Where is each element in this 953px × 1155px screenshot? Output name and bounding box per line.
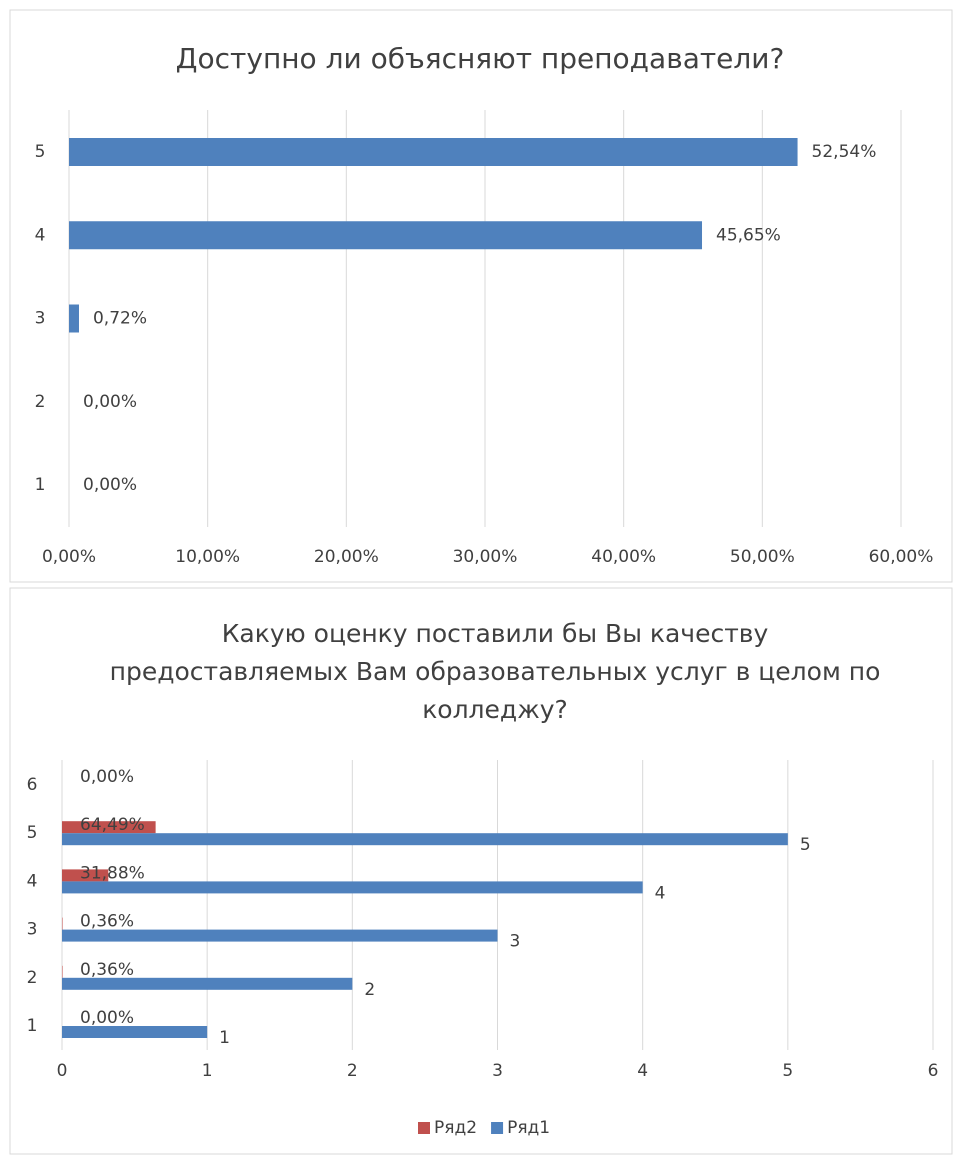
chart-title: Доступно ли объясняют преподаватели?	[175, 42, 785, 75]
x-tick-label: 0	[57, 1061, 68, 1081]
y-tick-label: 1	[35, 475, 46, 495]
x-tick-label: 2	[347, 1061, 358, 1081]
x-tick-label: 3	[492, 1061, 503, 1081]
data-label: 3	[510, 932, 521, 952]
legend-label: Ряд1	[507, 1118, 550, 1138]
bar	[69, 221, 703, 250]
x-tick-label: 1	[202, 1061, 213, 1081]
data-label: 0,72%	[93, 309, 147, 329]
bar	[62, 1026, 208, 1038]
data-label: 0,00%	[83, 475, 137, 495]
x-tick-label: 5	[782, 1061, 793, 1081]
data-label: 31,88%	[80, 863, 145, 883]
legend-swatch	[418, 1122, 430, 1134]
bar	[62, 833, 788, 846]
data-label: 52,54%	[812, 142, 877, 162]
y-tick-label: 1	[27, 1016, 38, 1036]
x-tick-label: 10,00%	[175, 547, 240, 567]
y-tick-label: 6	[27, 775, 38, 795]
y-tick-label: 4	[35, 225, 46, 245]
bar	[62, 881, 643, 894]
y-tick-label: 5	[27, 823, 38, 843]
data-label: 0,00%	[80, 767, 134, 787]
data-label: 5	[800, 835, 811, 855]
data-label: 0,00%	[83, 392, 137, 412]
y-tick-label: 4	[27, 871, 38, 891]
bar	[69, 304, 79, 333]
x-tick-label: 4	[637, 1061, 648, 1081]
bar	[62, 965, 63, 978]
data-label: 1	[219, 1028, 230, 1048]
chart-border	[9, 9, 953, 583]
x-tick-label: 20,00%	[314, 547, 379, 567]
x-tick-label: 50,00%	[730, 547, 795, 567]
chart-border	[9, 587, 953, 1155]
legend-swatch	[491, 1122, 504, 1134]
x-tick-label: 60,00%	[869, 547, 934, 567]
chart-title: Какую оценку поставили бы Вы качеству пр…	[109, 619, 881, 724]
data-label: 64,49%	[80, 815, 145, 835]
data-label: 0,36%	[80, 960, 134, 980]
y-tick-label: 2	[27, 968, 38, 988]
x-tick-label: 40,00%	[591, 547, 656, 567]
bar	[62, 917, 63, 930]
bar	[62, 977, 353, 990]
data-label: 45,65%	[716, 225, 781, 245]
y-tick-label: 3	[27, 920, 38, 940]
x-tick-label: 30,00%	[453, 547, 518, 567]
bar	[62, 869, 109, 882]
bar	[62, 929, 498, 942]
x-tick-label: 0,00%	[42, 547, 96, 567]
data-label: 4	[655, 883, 666, 903]
bar	[62, 821, 156, 834]
data-label: 2	[364, 980, 375, 1000]
y-tick-label: 3	[35, 309, 46, 329]
x-tick-label: 6	[928, 1061, 939, 1081]
bar	[69, 138, 798, 166]
y-tick-label: 5	[35, 142, 46, 162]
legend-label: Ряд2	[434, 1118, 477, 1138]
data-label: 0,00%	[80, 1008, 134, 1028]
y-tick-label: 2	[35, 392, 46, 412]
data-label: 0,36%	[80, 912, 134, 932]
